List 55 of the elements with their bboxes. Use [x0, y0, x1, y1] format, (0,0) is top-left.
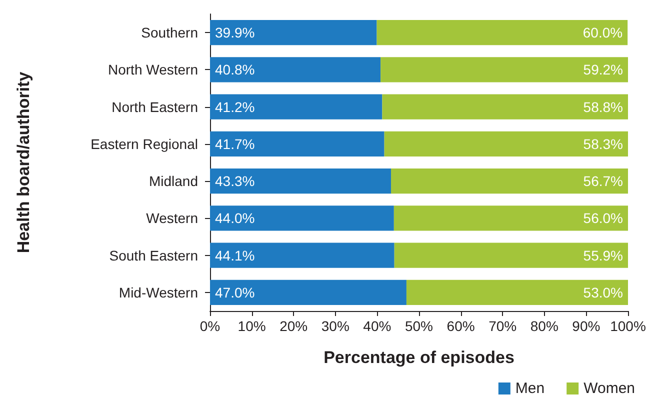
bar	[406, 280, 628, 306]
bar	[390, 168, 628, 194]
data-label: 53.0%	[583, 284, 623, 300]
data-label: 56.7%	[583, 173, 623, 190]
data-label: 60.0%	[582, 24, 623, 41]
data-label: 56.0%	[583, 210, 623, 226]
data-label: 43.3%	[215, 173, 255, 190]
bar	[376, 20, 628, 46]
x-axis-title: Percentage of episodes	[324, 348, 514, 367]
data-label: 47.0%	[215, 284, 255, 300]
bar	[210, 168, 391, 194]
legend-label: Women	[584, 380, 636, 397]
x-tick-label: 90%	[572, 318, 600, 334]
bar	[394, 206, 628, 231]
data-label: 44.0%	[215, 210, 255, 226]
x-tick-label: 50%	[404, 318, 434, 334]
legend-label: Men	[515, 380, 545, 397]
y-tick-label: Southern	[141, 24, 198, 41]
bar	[210, 242, 394, 268]
bar	[210, 131, 384, 157]
bar	[210, 57, 381, 82]
bar	[210, 206, 394, 231]
x-tick-label: 80%	[530, 318, 558, 334]
x-tick-label: 100%	[610, 318, 646, 334]
y-tick-label: North Western	[108, 62, 198, 78]
data-label: 41.2%	[215, 98, 255, 115]
x-tick-label: 70%	[488, 318, 517, 334]
data-label: 58.8%	[583, 98, 623, 115]
data-label: 55.9%	[583, 247, 623, 264]
data-label: 39.9%	[215, 24, 255, 41]
bar	[380, 57, 628, 82]
x-tick-label: 0%	[200, 318, 220, 334]
data-label: 44.1%	[215, 247, 255, 264]
x-tick-label: 60%	[446, 318, 475, 334]
y-axis-title: Health board/authority	[14, 71, 33, 254]
bar	[394, 242, 628, 268]
bar	[210, 20, 377, 46]
data-label: 59.2%	[583, 62, 623, 78]
y-tick-label: Midland	[148, 173, 198, 190]
data-label: 40.8%	[215, 62, 255, 78]
bar	[210, 94, 382, 120]
x-tick-label: 40%	[363, 318, 392, 334]
bar	[384, 131, 628, 157]
x-tick-label: 10%	[238, 318, 266, 334]
y-tick-label: South Eastern	[109, 247, 198, 264]
bar	[210, 280, 406, 306]
y-tick-label: Western	[146, 210, 198, 226]
x-tick-label: 20%	[280, 318, 308, 334]
y-tick-label: Mid-Western	[118, 284, 198, 300]
y-tick-label: Eastern Regional	[90, 136, 198, 152]
x-tick-label: 30%	[321, 318, 350, 334]
y-tick-label: North Eastern	[112, 98, 198, 115]
data-label: 41.7%	[215, 136, 255, 152]
data-label: 58.3%	[583, 136, 623, 152]
bar	[382, 94, 628, 120]
